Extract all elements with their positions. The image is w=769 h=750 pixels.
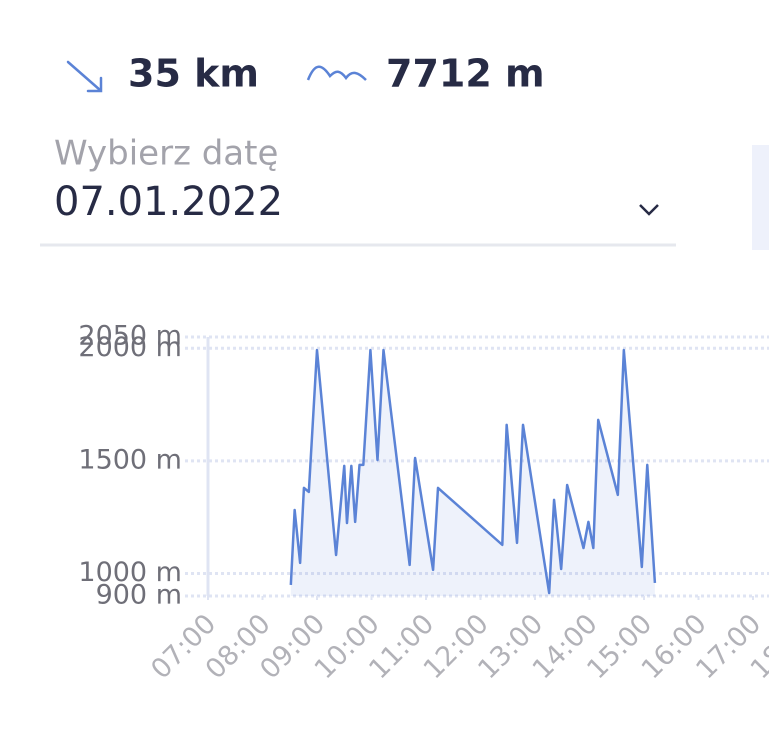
y-tick-label: 2050 m — [78, 321, 182, 352]
line — [289, 348, 657, 595]
elevation-value: 7712 m — [386, 52, 545, 96]
y-tick-label: 1500 m — [78, 444, 182, 475]
dropdown-chevron[interactable] — [639, 204, 659, 216]
distance-value: 35 km — [128, 52, 259, 96]
distance-icon — [66, 60, 103, 93]
elevation-icon — [306, 65, 367, 81]
y-tick-label: 2000 m — [78, 332, 182, 363]
date-label: Wybierz datę — [54, 134, 278, 174]
y-tick-label: 900 m — [96, 580, 182, 611]
y-tick-label: 1000 m — [78, 557, 182, 588]
side-button[interactable] — [752, 145, 769, 250]
date-value[interactable]: 07.01.2022 — [54, 179, 283, 225]
